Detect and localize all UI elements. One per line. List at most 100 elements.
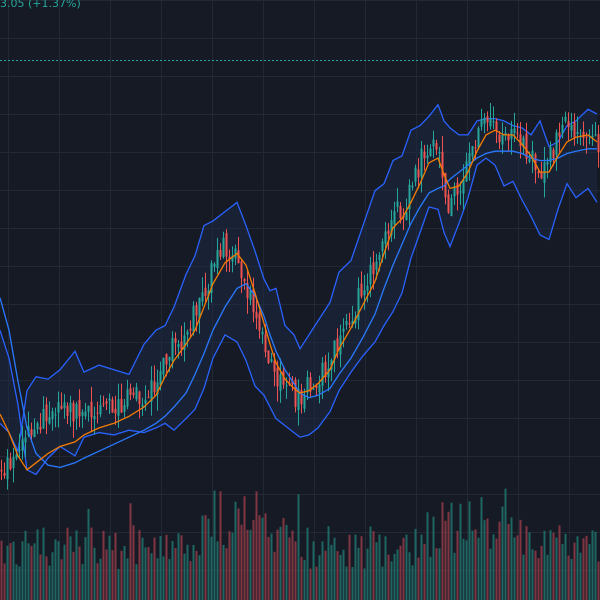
volume-bar: [24, 530, 27, 600]
volume-bar: [348, 534, 351, 600]
volume-histogram: [0, 488, 600, 600]
candle-body: [591, 135, 594, 138]
volume-bar: [195, 550, 198, 600]
candle-body: [357, 288, 360, 321]
candle-body: [429, 148, 432, 156]
volume-bar: [204, 515, 207, 600]
candle-body: [285, 385, 288, 387]
candle-body: [351, 320, 354, 325]
volume-bar: [219, 491, 222, 600]
volume-bar: [564, 533, 567, 600]
volume-bar: [480, 497, 483, 600]
candle-body: [531, 150, 534, 158]
candle-body: [24, 437, 27, 443]
candle-body: [75, 403, 78, 419]
candle-body: [12, 457, 15, 468]
volume-bar: [591, 530, 594, 600]
candle-body: [507, 135, 510, 141]
candle-body: [33, 429, 36, 438]
volume-bar: [234, 501, 237, 600]
volume-bar: [216, 541, 219, 600]
candle-body: [273, 360, 276, 372]
volume-bar: [456, 530, 459, 600]
candle-body: [474, 147, 477, 149]
candle-body: [405, 212, 408, 221]
volume-bar: [363, 568, 366, 600]
candle-body: [336, 338, 339, 352]
volume-bar: [330, 544, 333, 600]
candle-body: [597, 134, 600, 153]
volume-bar: [225, 548, 228, 600]
candle-body: [111, 399, 114, 413]
candle-body: [558, 132, 561, 137]
volume-bar: [438, 548, 441, 600]
volume-bar: [252, 519, 255, 600]
volume-bar: [399, 545, 402, 600]
candle-body: [213, 263, 216, 267]
volume-bar: [501, 506, 504, 600]
candle-body: [243, 278, 246, 282]
candle-body: [309, 377, 312, 392]
candle-body: [129, 388, 132, 395]
candle-body: [411, 185, 414, 188]
candle-body: [327, 368, 330, 378]
volume-bar: [447, 511, 450, 600]
candle-body: [60, 405, 63, 409]
candle-body: [54, 414, 57, 416]
candle-body: [432, 139, 435, 147]
candle-body: [141, 404, 144, 407]
volume-bar: [585, 535, 588, 600]
volume-bar: [36, 529, 39, 600]
volume-bar: [288, 537, 291, 600]
volume-bar: [240, 524, 243, 600]
candle-body: [207, 290, 210, 296]
volume-bar: [528, 532, 531, 600]
candle-body: [450, 197, 453, 217]
candle-body: [159, 371, 162, 385]
volume-bar: [378, 534, 381, 600]
candle-body: [57, 402, 60, 413]
candle-body: [99, 405, 102, 415]
candle-body: [594, 134, 597, 136]
volume-bar: [15, 564, 18, 600]
volume-bar: [315, 566, 318, 600]
candle-body: [153, 381, 156, 393]
volume-bar: [120, 550, 123, 600]
volume-bar: [45, 556, 48, 600]
candle-body: [495, 121, 498, 132]
volume-bar: [180, 535, 183, 600]
volume-bar: [159, 536, 162, 600]
candle-body: [66, 405, 69, 417]
candle-body: [399, 205, 402, 219]
volume-bar: [117, 568, 120, 600]
candle-body: [252, 288, 255, 313]
volume-bar: [429, 556, 432, 600]
candle-body: [225, 233, 228, 257]
candle-body: [258, 313, 261, 331]
candle-body: [48, 417, 51, 424]
candle-body: [561, 124, 564, 134]
bollinger-upper-band: [0, 103, 598, 454]
volume-bar: [588, 543, 591, 600]
volume-bar: [513, 537, 516, 600]
candle-body: [345, 320, 348, 326]
candle-body: [453, 186, 456, 197]
volume-bar: [465, 540, 468, 600]
candle-body: [570, 124, 573, 131]
volume-bar: [93, 547, 96, 600]
candle-body: [363, 290, 366, 296]
volume-bar: [228, 531, 231, 600]
volume-bar: [393, 553, 396, 600]
candle-body: [282, 371, 285, 385]
candle-body: [189, 328, 192, 331]
candle-body: [504, 132, 507, 135]
volume-bar: [279, 526, 282, 600]
candle-body: [216, 250, 219, 269]
volume-bar: [372, 531, 375, 600]
candle-body: [387, 230, 390, 235]
candle-body: [456, 182, 459, 195]
volume-bar: [567, 555, 570, 600]
volume-bar: [150, 553, 153, 600]
volume-bar: [411, 565, 414, 600]
